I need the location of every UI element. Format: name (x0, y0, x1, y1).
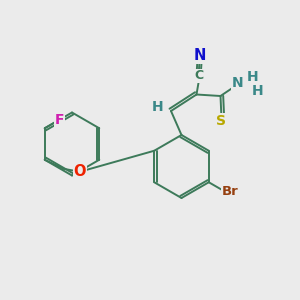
Text: F: F (54, 113, 64, 127)
Text: H: H (247, 70, 258, 84)
Text: H: H (152, 100, 163, 114)
Text: C: C (194, 69, 203, 82)
Text: N: N (193, 48, 206, 63)
Text: N: N (232, 76, 243, 90)
Text: H: H (252, 84, 263, 98)
Text: S: S (216, 114, 226, 128)
Text: Br: Br (222, 185, 238, 198)
Text: O: O (74, 164, 86, 179)
